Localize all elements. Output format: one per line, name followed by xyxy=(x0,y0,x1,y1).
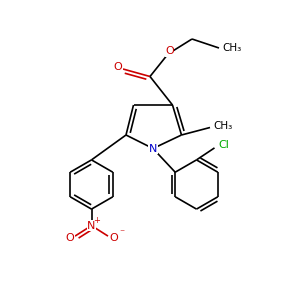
Text: O: O xyxy=(113,62,122,73)
Text: N: N xyxy=(149,143,157,154)
Text: +: + xyxy=(94,216,100,225)
Text: ⁻: ⁻ xyxy=(119,228,124,238)
Text: O: O xyxy=(65,232,74,243)
Text: N: N xyxy=(87,220,96,231)
Text: O: O xyxy=(165,46,174,56)
Text: CH₃: CH₃ xyxy=(222,43,241,53)
Text: CH₃: CH₃ xyxy=(213,121,232,131)
Text: O: O xyxy=(110,232,118,243)
Text: Cl: Cl xyxy=(218,140,229,150)
